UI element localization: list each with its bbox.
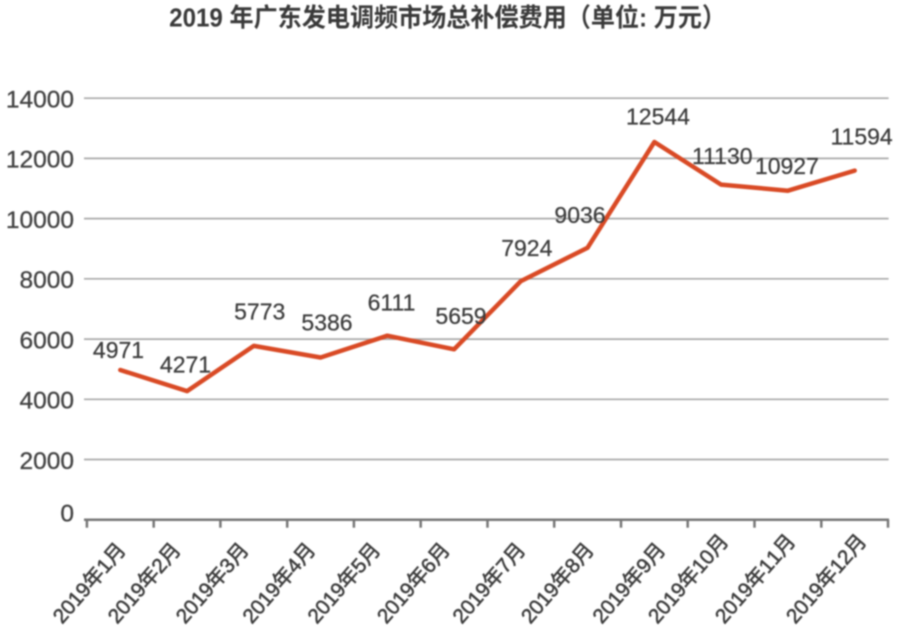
svg-text:11594: 11594 [830, 124, 892, 150]
svg-text:10000: 10000 [6, 207, 74, 234]
svg-text:5659: 5659 [435, 303, 486, 329]
svg-text:4971: 4971 [93, 337, 144, 363]
svg-text:8000: 8000 [19, 267, 74, 294]
svg-text:14000: 14000 [6, 87, 74, 114]
svg-text:5386: 5386 [301, 309, 352, 335]
svg-text:7924: 7924 [501, 235, 552, 261]
svg-text:4000: 4000 [19, 388, 74, 415]
svg-text:10927: 10927 [755, 153, 819, 179]
svg-text:6111: 6111 [368, 289, 416, 315]
svg-text:9036: 9036 [554, 202, 605, 228]
svg-text:0: 0 [60, 501, 74, 528]
svg-text:12544: 12544 [626, 103, 690, 129]
svg-text:4271: 4271 [160, 351, 211, 377]
svg-text:12000: 12000 [6, 147, 74, 174]
svg-text:5773: 5773 [234, 298, 285, 324]
svg-text:6000: 6000 [19, 327, 74, 354]
svg-text:2000: 2000 [19, 448, 74, 475]
svg-text:11130: 11130 [692, 143, 753, 169]
